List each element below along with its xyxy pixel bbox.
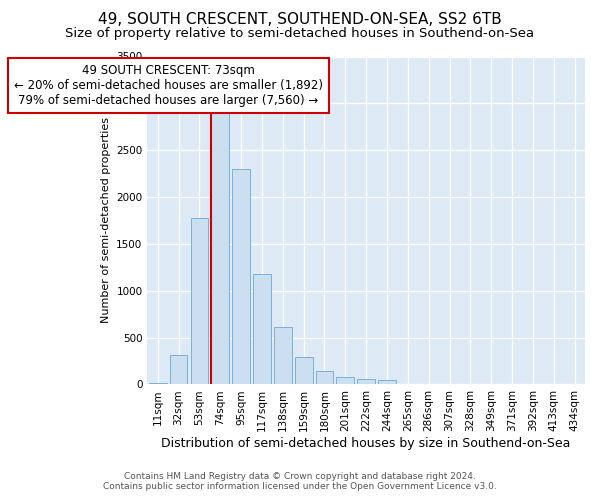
Bar	[378, 380, 396, 384]
Text: Size of property relative to semi-detached houses in Southend-on-Sea: Size of property relative to semi-detach…	[65, 28, 535, 40]
Bar	[191, 218, 208, 384]
Text: 49, SOUTH CRESCENT, SOUTHEND-ON-SEA, SS2 6TB: 49, SOUTH CRESCENT, SOUTHEND-ON-SEA, SS2…	[98, 12, 502, 28]
Y-axis label: Number of semi-detached properties: Number of semi-detached properties	[101, 118, 110, 324]
Bar	[232, 169, 250, 384]
Bar	[316, 371, 334, 384]
Bar	[149, 382, 167, 384]
X-axis label: Distribution of semi-detached houses by size in Southend-on-Sea: Distribution of semi-detached houses by …	[161, 437, 571, 450]
Bar	[274, 328, 292, 384]
Bar	[170, 356, 187, 384]
Bar	[295, 358, 313, 384]
Bar	[253, 274, 271, 384]
Bar	[337, 377, 354, 384]
Text: Contains HM Land Registry data © Crown copyright and database right 2024.
Contai: Contains HM Land Registry data © Crown c…	[103, 472, 497, 491]
Bar	[211, 108, 229, 384]
Bar	[358, 379, 375, 384]
Text: 49 SOUTH CRESCENT: 73sqm
← 20% of semi-detached houses are smaller (1,892)
79% o: 49 SOUTH CRESCENT: 73sqm ← 20% of semi-d…	[14, 64, 323, 107]
